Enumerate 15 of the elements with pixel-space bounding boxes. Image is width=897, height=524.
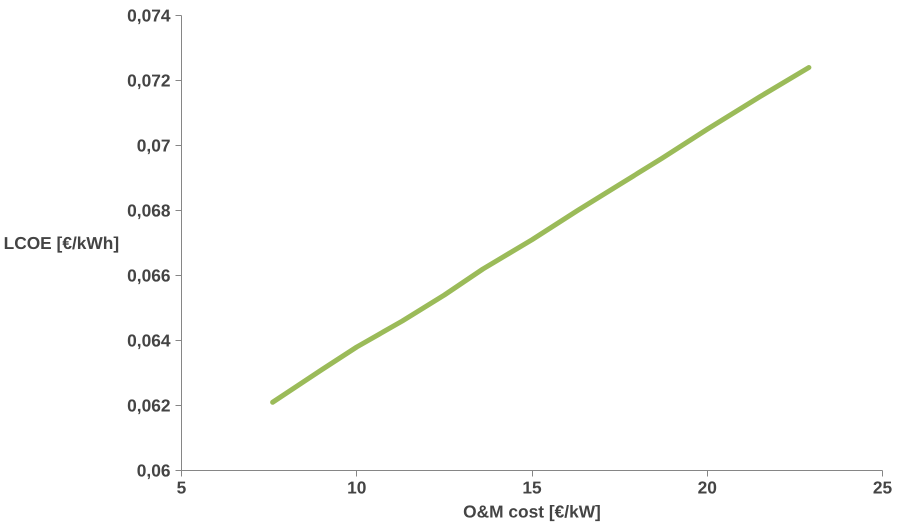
x-tick-label: 25	[872, 478, 892, 498]
x-tick-label: 10	[347, 478, 366, 498]
y-tick-label: 0,06	[136, 460, 171, 480]
y-tick-label: 0,07	[136, 136, 171, 156]
y-tick-label: 0,064	[127, 330, 171, 350]
x-tick-label: 15	[522, 478, 542, 498]
x-axis-title: O&M cost [€/kW]	[463, 502, 601, 522]
x-tick-label: 5	[176, 478, 187, 498]
y-axis-title: LCOE [€/kWh]	[4, 233, 120, 253]
y-tick-label: 0,062	[127, 396, 171, 416]
y-tick-label: 0,074	[127, 6, 171, 26]
x-tick-label: 20	[698, 478, 717, 498]
y-tick-label: 0,072	[127, 70, 171, 90]
y-tick-label: 0,066	[127, 266, 171, 286]
y-tick-label: 0,068	[127, 200, 171, 220]
